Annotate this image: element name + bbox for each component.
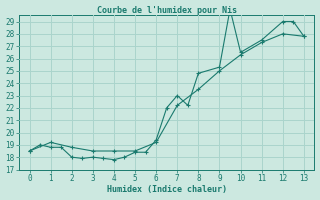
X-axis label: Humidex (Indice chaleur): Humidex (Indice chaleur) — [107, 185, 227, 194]
Title: Courbe de l'humidex pour Nis: Courbe de l'humidex pour Nis — [97, 6, 237, 15]
